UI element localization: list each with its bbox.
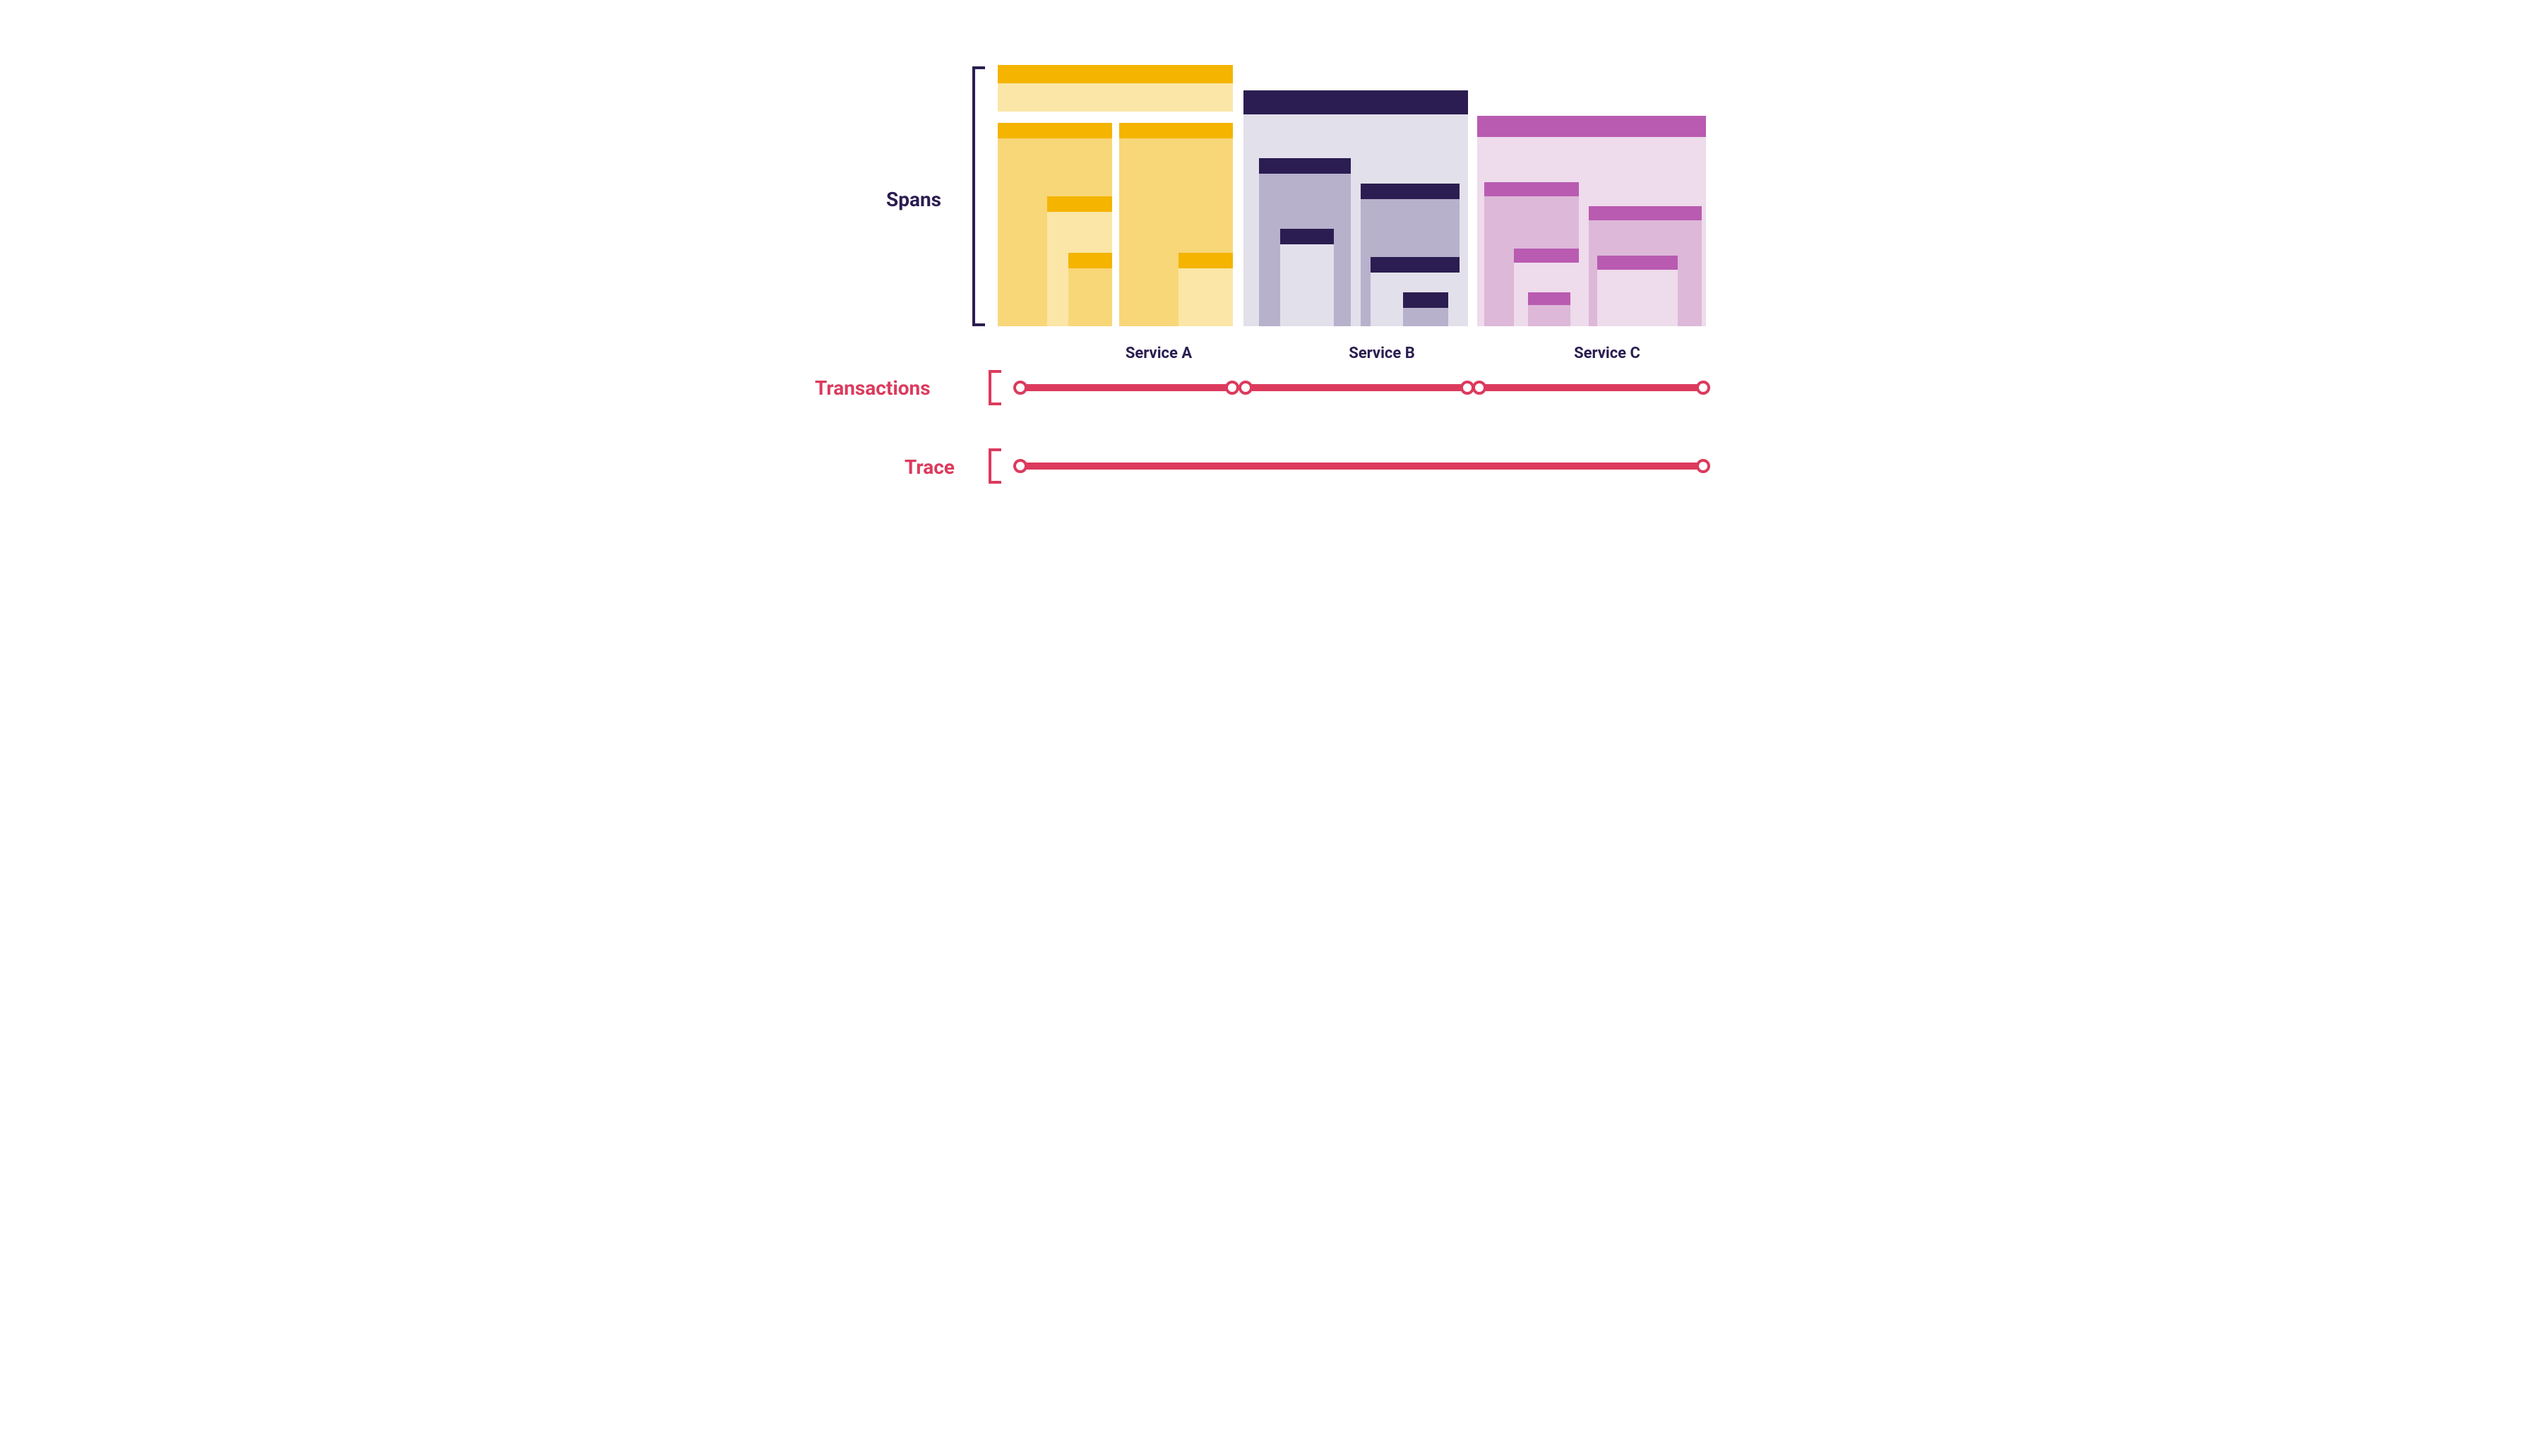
- service-a-span: [998, 65, 1233, 83]
- service-b-block: [1243, 90, 1468, 326]
- transaction-2-endpoint-dot: [1696, 381, 1710, 395]
- service-a-span: [998, 123, 1112, 138]
- service-a-label: Service A: [1053, 345, 1265, 362]
- service-a-span: [1068, 268, 1112, 326]
- transaction-1-endpoint-dot: [1239, 381, 1253, 395]
- trace-label: Trace: [905, 455, 955, 479]
- service-b-span: [1280, 229, 1334, 244]
- service-c-span: [1477, 116, 1706, 137]
- spans-label: Spans: [886, 188, 941, 211]
- service-c-block: [1477, 116, 1706, 326]
- service-c-span: [1597, 270, 1678, 326]
- service-c-label: Service C: [1501, 345, 1713, 362]
- transaction-0-endpoint-dot: [1225, 381, 1239, 395]
- transaction-1-line: [1246, 384, 1467, 391]
- service-c-span: [1514, 249, 1579, 263]
- service-c-span: [1484, 182, 1579, 196]
- service-b-span: [1243, 90, 1468, 114]
- service-b-span: [1280, 244, 1334, 326]
- service-c-span: [1528, 305, 1570, 326]
- service-b-label: Service B: [1276, 345, 1488, 362]
- transaction-0-endpoint-dot: [1013, 381, 1027, 395]
- trace-line: [1020, 463, 1703, 470]
- service-c-span: [1597, 256, 1678, 270]
- service-b-span: [1371, 257, 1460, 273]
- service-a-span: [1178, 253, 1233, 268]
- service-a-span: [1047, 196, 1112, 212]
- service-b-span: [1361, 184, 1460, 199]
- trace-endpoint-dot: [1013, 459, 1027, 473]
- service-a-span: [1178, 268, 1233, 326]
- transaction-2-line: [1479, 384, 1703, 391]
- transactions-label: Transactions: [815, 376, 931, 400]
- trace-bracket: [989, 448, 1001, 484]
- service-a-block: [998, 65, 1233, 326]
- service-a-span: [998, 83, 1233, 112]
- service-b-span: [1403, 308, 1448, 326]
- diagram-canvas: Spans Service A Service B Service C Transa…: [763, 0, 1779, 583]
- service-a-span: [1119, 123, 1233, 138]
- service-b-span: [1259, 158, 1351, 174]
- service-c-span: [1589, 206, 1702, 220]
- transaction-2-endpoint-dot: [1472, 381, 1486, 395]
- transaction-0-line: [1020, 384, 1232, 391]
- service-c-span: [1528, 292, 1570, 305]
- spans-bracket: [972, 66, 985, 326]
- service-a-span: [1068, 253, 1112, 268]
- trace-endpoint-dot: [1696, 459, 1710, 473]
- service-b-span: [1403, 292, 1448, 308]
- transactions-bracket: [989, 370, 1001, 405]
